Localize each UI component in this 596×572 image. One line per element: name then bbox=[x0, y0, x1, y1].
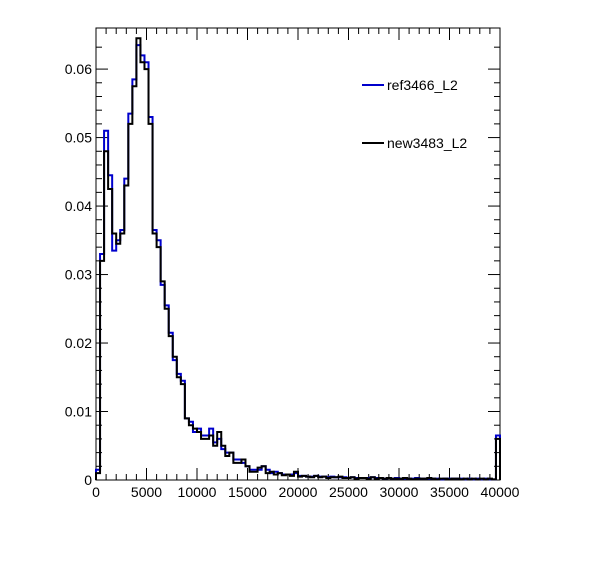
x-tick-label: 25000 bbox=[329, 484, 368, 500]
x-tick-label: 30000 bbox=[380, 484, 419, 500]
y-tick-label: 0.06 bbox=[65, 61, 92, 77]
x-tick-label: 35000 bbox=[430, 484, 469, 500]
x-tick-label: 40000 bbox=[481, 484, 520, 500]
legend: ref3466_L2 new3483_L2 bbox=[362, 77, 467, 151]
legend-label: ref3466_L2 bbox=[387, 77, 458, 93]
y-tick-label: 0.04 bbox=[65, 198, 92, 214]
plot-frame bbox=[95, 27, 501, 481]
series-line-ref3466_L2 bbox=[95, 44, 501, 481]
y-tick-label: 0.02 bbox=[65, 335, 92, 351]
y-tick-label: 0.05 bbox=[65, 130, 92, 146]
x-tick-label: 5000 bbox=[131, 484, 162, 500]
x-tick-label: 20000 bbox=[279, 484, 318, 500]
x-tick-label: 0 bbox=[92, 484, 100, 500]
x-tick-label: 10000 bbox=[178, 484, 217, 500]
data-series bbox=[95, 37, 501, 481]
legend-label: new3483_L2 bbox=[387, 135, 467, 151]
axis-ticks bbox=[95, 28, 501, 481]
x-tick-label: 15000 bbox=[228, 484, 267, 500]
series-line-new3483_L2 bbox=[95, 37, 501, 481]
y-tick-label: 0.03 bbox=[65, 267, 92, 283]
y-tick-label: 0 bbox=[84, 472, 92, 488]
tick-labels: 0 5000 10000 15000 20000 25000 30000 35000 40000… bbox=[65, 61, 520, 500]
y-tick-label: 0.01 bbox=[65, 404, 92, 420]
